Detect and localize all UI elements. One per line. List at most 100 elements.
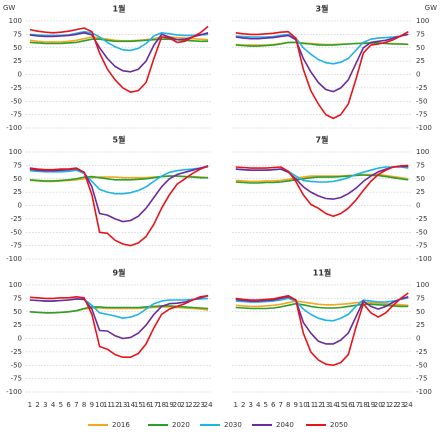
y-tick-label: -75 <box>11 111 22 119</box>
y-tick-label: 0 <box>18 71 22 79</box>
y-tick-label: -75 <box>416 242 427 250</box>
y-tick-label: -50 <box>416 228 427 236</box>
x-tick-label: 9 <box>294 401 298 409</box>
y-tick-label: 100 <box>9 148 22 156</box>
y-tick-label: -25 <box>416 84 427 92</box>
y-tick-label: 100 <box>416 17 429 25</box>
x-tick-label: 7 <box>74 401 78 409</box>
legend-item: 2020 <box>148 421 190 429</box>
y-tick-label: -25 <box>416 348 427 356</box>
y-tick-label: 75 <box>13 30 22 38</box>
x-tick-label: 8 <box>286 401 290 409</box>
x-tick-label: 14 <box>126 401 135 409</box>
x-tick-label: 12 <box>111 401 120 409</box>
x-tick-label: 18 <box>157 401 166 409</box>
x-tick-label: 17 <box>149 401 158 409</box>
y-tick-label: -50 <box>11 361 22 369</box>
y-tick-label: -25 <box>416 215 427 223</box>
y-tick-label: -75 <box>416 375 427 383</box>
x-tick-label: 19 <box>366 401 375 409</box>
x-tick-label: 23 <box>196 401 205 409</box>
series-line <box>235 296 409 345</box>
x-tick-label: 4 <box>256 401 261 409</box>
series-line <box>235 302 409 310</box>
x-tick-label: 11 <box>306 401 315 409</box>
x-tick-label: 1 <box>234 401 238 409</box>
x-tick-label: 19 <box>165 401 174 409</box>
series-line <box>29 166 209 195</box>
y-tick-label: -100 <box>6 255 22 263</box>
y-tick-label: 75 <box>13 294 22 302</box>
legend-item: 2040 <box>252 421 294 429</box>
x-tick-label: 5 <box>264 401 268 409</box>
y-tick-label: -75 <box>11 375 22 383</box>
x-tick-label: 2 <box>35 401 39 409</box>
y-tick-label: 0 <box>416 202 420 210</box>
series-line <box>235 292 409 367</box>
panel-title: 3월 <box>316 4 329 14</box>
x-tick-label: 11 <box>103 401 112 409</box>
y-tick-label: -100 <box>6 124 22 132</box>
panel-title: 1월 <box>113 4 126 14</box>
series-line <box>29 294 209 340</box>
x-tick-label: 15 <box>336 401 345 409</box>
legend-label: 2040 <box>276 421 294 429</box>
legend-item: 2050 <box>306 421 348 429</box>
panel-title: 7월 <box>316 135 329 145</box>
y-tick-label: 100 <box>9 281 22 289</box>
series-line <box>29 25 209 93</box>
series-line <box>235 300 409 308</box>
x-tick-label: 8 <box>82 401 86 409</box>
x-tick-label: 16 <box>142 401 151 409</box>
x-tick-label: 9 <box>90 401 94 409</box>
y-tick-label: -75 <box>416 111 427 119</box>
y-tick-label: 50 <box>13 44 22 52</box>
legend-label: 2020 <box>172 421 190 429</box>
x-tick-label: 7 <box>279 401 283 409</box>
x-tick-label: 14 <box>329 401 338 409</box>
x-tick-label: 21 <box>180 401 189 409</box>
series-line <box>29 165 209 247</box>
unit-label: GW <box>3 4 15 12</box>
legend-label: 2050 <box>330 421 348 429</box>
x-tick-label: 22 <box>188 401 197 409</box>
x-tick-label: 16 <box>344 401 353 409</box>
series-line <box>235 33 409 93</box>
series-line <box>29 31 209 73</box>
y-tick-label: 50 <box>416 44 425 52</box>
legend-item: 2030 <box>200 421 242 429</box>
x-tick-label: 15 <box>134 401 143 409</box>
y-tick-label: -25 <box>11 348 22 356</box>
y-tick-label: 75 <box>416 161 425 169</box>
y-tick-label: -100 <box>416 124 432 132</box>
x-tick-label: 21 <box>381 401 390 409</box>
y-tick-label: -75 <box>11 242 22 250</box>
y-tick-label: 50 <box>416 175 425 183</box>
series-line <box>235 164 409 217</box>
legend-item: 2016 <box>88 421 130 429</box>
x-tick-label: 22 <box>389 401 398 409</box>
x-tick-label: 4 <box>51 401 56 409</box>
x-tick-label: 1 <box>28 401 32 409</box>
x-tick-label: 2 <box>241 401 245 409</box>
y-tick-label: -100 <box>6 388 22 396</box>
y-tick-label: 25 <box>13 188 22 196</box>
x-tick-label: 13 <box>321 401 330 409</box>
x-tick-label: 3 <box>249 401 253 409</box>
x-tick-label: 5 <box>59 401 63 409</box>
series-line <box>235 30 409 120</box>
panel-title: 9월 <box>113 268 126 278</box>
y-tick-label: 50 <box>13 175 22 183</box>
x-tick-label: 24 <box>404 401 413 409</box>
y-tick-label: 0 <box>18 202 22 210</box>
x-tick-label: 20 <box>173 401 182 409</box>
x-tick-label: 20 <box>374 401 383 409</box>
y-tick-label: -50 <box>11 228 22 236</box>
x-tick-label: 10 <box>299 401 308 409</box>
series-line <box>29 175 209 182</box>
y-tick-label: 100 <box>416 148 429 156</box>
y-tick-label: 75 <box>416 30 425 38</box>
y-tick-label: -25 <box>11 215 22 223</box>
y-tick-label: -100 <box>416 388 432 396</box>
